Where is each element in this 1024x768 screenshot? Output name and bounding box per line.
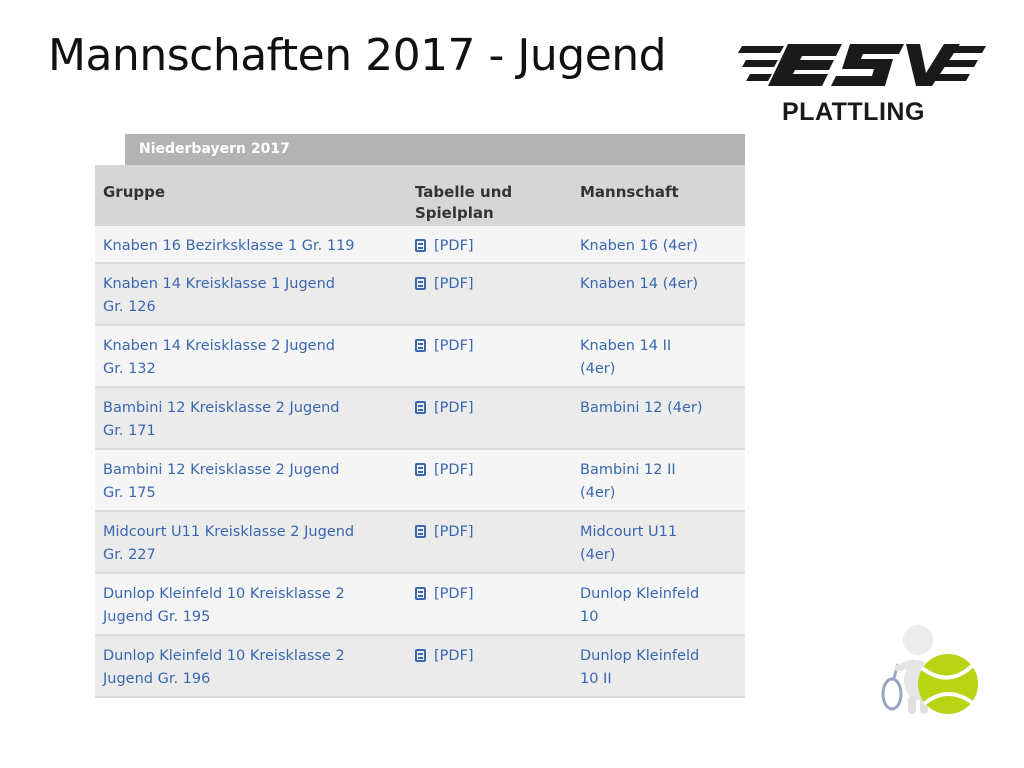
pdf-link[interactable]: [PDF] — [407, 226, 580, 262]
team-line2: (4er) — [580, 485, 616, 501]
pdf-icon — [415, 587, 426, 600]
table-header: Gruppe Tabelle und Spielplan Mannschaft — [95, 165, 745, 226]
gruppe-link[interactable]: Knaben 16 Bezirksklasse 1 Gr. 119 — [95, 226, 407, 262]
team-link[interactable]: Knaben 14 (4er) — [580, 264, 745, 324]
team-line1: Dunlop Kleinfeld — [580, 586, 700, 602]
pdf-link[interactable]: [PDF] — [407, 574, 580, 634]
team-line1: Knaben 14 (4er) — [580, 276, 698, 292]
league-table: Gruppe Tabelle und Spielplan Mannschaft … — [95, 165, 745, 698]
gruppe-link[interactable]: Dunlop Kleinfeld 10 Kreisklasse 2 Jugend… — [95, 574, 407, 634]
slide-title: Mannschaften 2017 - Jugend — [48, 30, 667, 81]
team-line1: Midcourt U11 — [580, 524, 678, 540]
pdf-icon — [415, 649, 426, 662]
logo-subtitle: PLATTLING — [782, 98, 925, 126]
gruppe-link[interactable]: Knaben 14 Kreisklasse 1 Jugend Gr. 126 — [95, 264, 407, 324]
gruppe-link[interactable]: Bambini 12 Kreisklasse 2 Jugend Gr. 171 — [95, 388, 407, 448]
team-line2: (4er) — [580, 361, 616, 377]
team-link[interactable]: Dunlop Kleinfeld 10 II — [580, 636, 745, 696]
pdf-link[interactable]: [PDF] — [407, 512, 580, 572]
gruppe-link[interactable]: Knaben 14 Kreisklasse 2 Jugend Gr. 132 — [95, 326, 407, 386]
pdf-label: [PDF] — [434, 238, 474, 254]
gruppe-line1: Bambini 12 Kreisklasse 2 Jugend — [103, 400, 340, 416]
team-line1: Dunlop Kleinfeld — [580, 648, 700, 664]
gruppe-line1: Dunlop Kleinfeld 10 Kreisklasse 2 — [103, 648, 345, 664]
pdf-link[interactable]: [PDF] — [407, 636, 580, 696]
esv-logo — [738, 44, 986, 86]
pdf-label: [PDF] — [434, 338, 474, 354]
header-tabelle-line1: Tabelle und — [415, 183, 513, 201]
gruppe-line2: Jugend Gr. 196 — [103, 671, 211, 687]
gruppe-line1: Dunlop Kleinfeld 10 Kreisklasse 2 — [103, 586, 345, 602]
tennis-figure-icon — [872, 618, 992, 722]
team-line1: Bambini 12 (4er) — [580, 400, 703, 416]
team-link[interactable]: Knaben 16 (4er) — [580, 226, 745, 262]
team-line1: Knaben 14 II — [580, 338, 672, 354]
gruppe-link[interactable]: Midcourt U11 Kreisklasse 2 Jugend Gr. 22… — [95, 512, 407, 572]
team-line2: 10 II — [580, 671, 612, 687]
header-tabelle-line2: Spielplan — [415, 204, 494, 222]
table-row: Knaben 14 Kreisklasse 1 Jugend Gr. 126 [… — [95, 264, 745, 326]
gruppe-line2: Jugend Gr. 195 — [103, 609, 211, 625]
table-row: Midcourt U11 Kreisklasse 2 Jugend Gr. 22… — [95, 512, 745, 574]
pdf-label: [PDF] — [434, 586, 474, 602]
pdf-label: [PDF] — [434, 648, 474, 664]
gruppe-line1: Knaben 16 Bezirksklasse 1 Gr. 119 — [103, 238, 355, 254]
pdf-icon — [415, 239, 426, 252]
pdf-link[interactable]: [PDF] — [407, 450, 580, 510]
gruppe-line2: Gr. 132 — [103, 361, 156, 377]
table-row: Dunlop Kleinfeld 10 Kreisklasse 2 Jugend… — [95, 574, 745, 636]
pdf-link[interactable]: [PDF] — [407, 388, 580, 448]
team-line1: Knaben 16 (4er) — [580, 238, 698, 254]
header-mannschaft[interactable]: Mannschaft — [580, 183, 679, 201]
team-line2: (4er) — [580, 547, 616, 563]
team-line1: Bambini 12 II — [580, 462, 676, 478]
gruppe-line2: Gr. 175 — [103, 485, 156, 501]
pdf-label: [PDF] — [434, 400, 474, 416]
gruppe-line2: Gr. 126 — [103, 299, 156, 315]
gruppe-line2: Gr. 171 — [103, 423, 156, 439]
esv-plattling-logo: PLATTLING — [738, 40, 988, 130]
team-link[interactable]: Dunlop Kleinfeld 10 — [580, 574, 745, 634]
pdf-label: [PDF] — [434, 276, 474, 292]
team-line2: 10 — [580, 609, 599, 625]
pdf-label: [PDF] — [434, 524, 474, 540]
gruppe-line2: Gr. 227 — [103, 547, 156, 563]
pdf-icon — [415, 463, 426, 476]
header-tabelle[interactable]: Tabelle und Spielplan — [407, 165, 580, 226]
pdf-icon — [415, 525, 426, 538]
pdf-icon — [415, 401, 426, 414]
header-gruppe[interactable]: Gruppe — [103, 183, 166, 201]
gruppe-line1: Midcourt U11 Kreisklasse 2 Jugend — [103, 524, 355, 540]
table-row: Knaben 14 Kreisklasse 2 Jugend Gr. 132 [… — [95, 326, 745, 388]
gruppe-line1: Knaben 14 Kreisklasse 2 Jugend — [103, 338, 335, 354]
pdf-link[interactable]: [PDF] — [407, 264, 580, 324]
table-row: Bambini 12 Kreisklasse 2 Jugend Gr. 175 … — [95, 450, 745, 512]
table-row: Bambini 12 Kreisklasse 2 Jugend Gr. 171 … — [95, 388, 745, 450]
widget-title: Niederbayern 2017 — [125, 134, 745, 165]
team-link[interactable]: Knaben 14 II (4er) — [580, 326, 745, 386]
table-row: Knaben 16 Bezirksklasse 1 Gr. 119 [PDF] … — [95, 226, 745, 264]
gruppe-line1: Knaben 14 Kreisklasse 1 Jugend — [103, 276, 335, 292]
pdf-icon — [415, 339, 426, 352]
gruppe-link[interactable]: Dunlop Kleinfeld 10 Kreisklasse 2 Jugend… — [95, 636, 407, 696]
gruppe-line1: Bambini 12 Kreisklasse 2 Jugend — [103, 462, 340, 478]
team-link[interactable]: Bambini 12 II (4er) — [580, 450, 745, 510]
team-link[interactable]: Bambini 12 (4er) — [580, 388, 745, 448]
pdf-link[interactable]: [PDF] — [407, 326, 580, 386]
pdf-label: [PDF] — [434, 462, 474, 478]
table-row: Dunlop Kleinfeld 10 Kreisklasse 2 Jugend… — [95, 636, 745, 698]
pdf-icon — [415, 277, 426, 290]
gruppe-link[interactable]: Bambini 12 Kreisklasse 2 Jugend Gr. 175 — [95, 450, 407, 510]
team-link[interactable]: Midcourt U11 (4er) — [580, 512, 745, 572]
